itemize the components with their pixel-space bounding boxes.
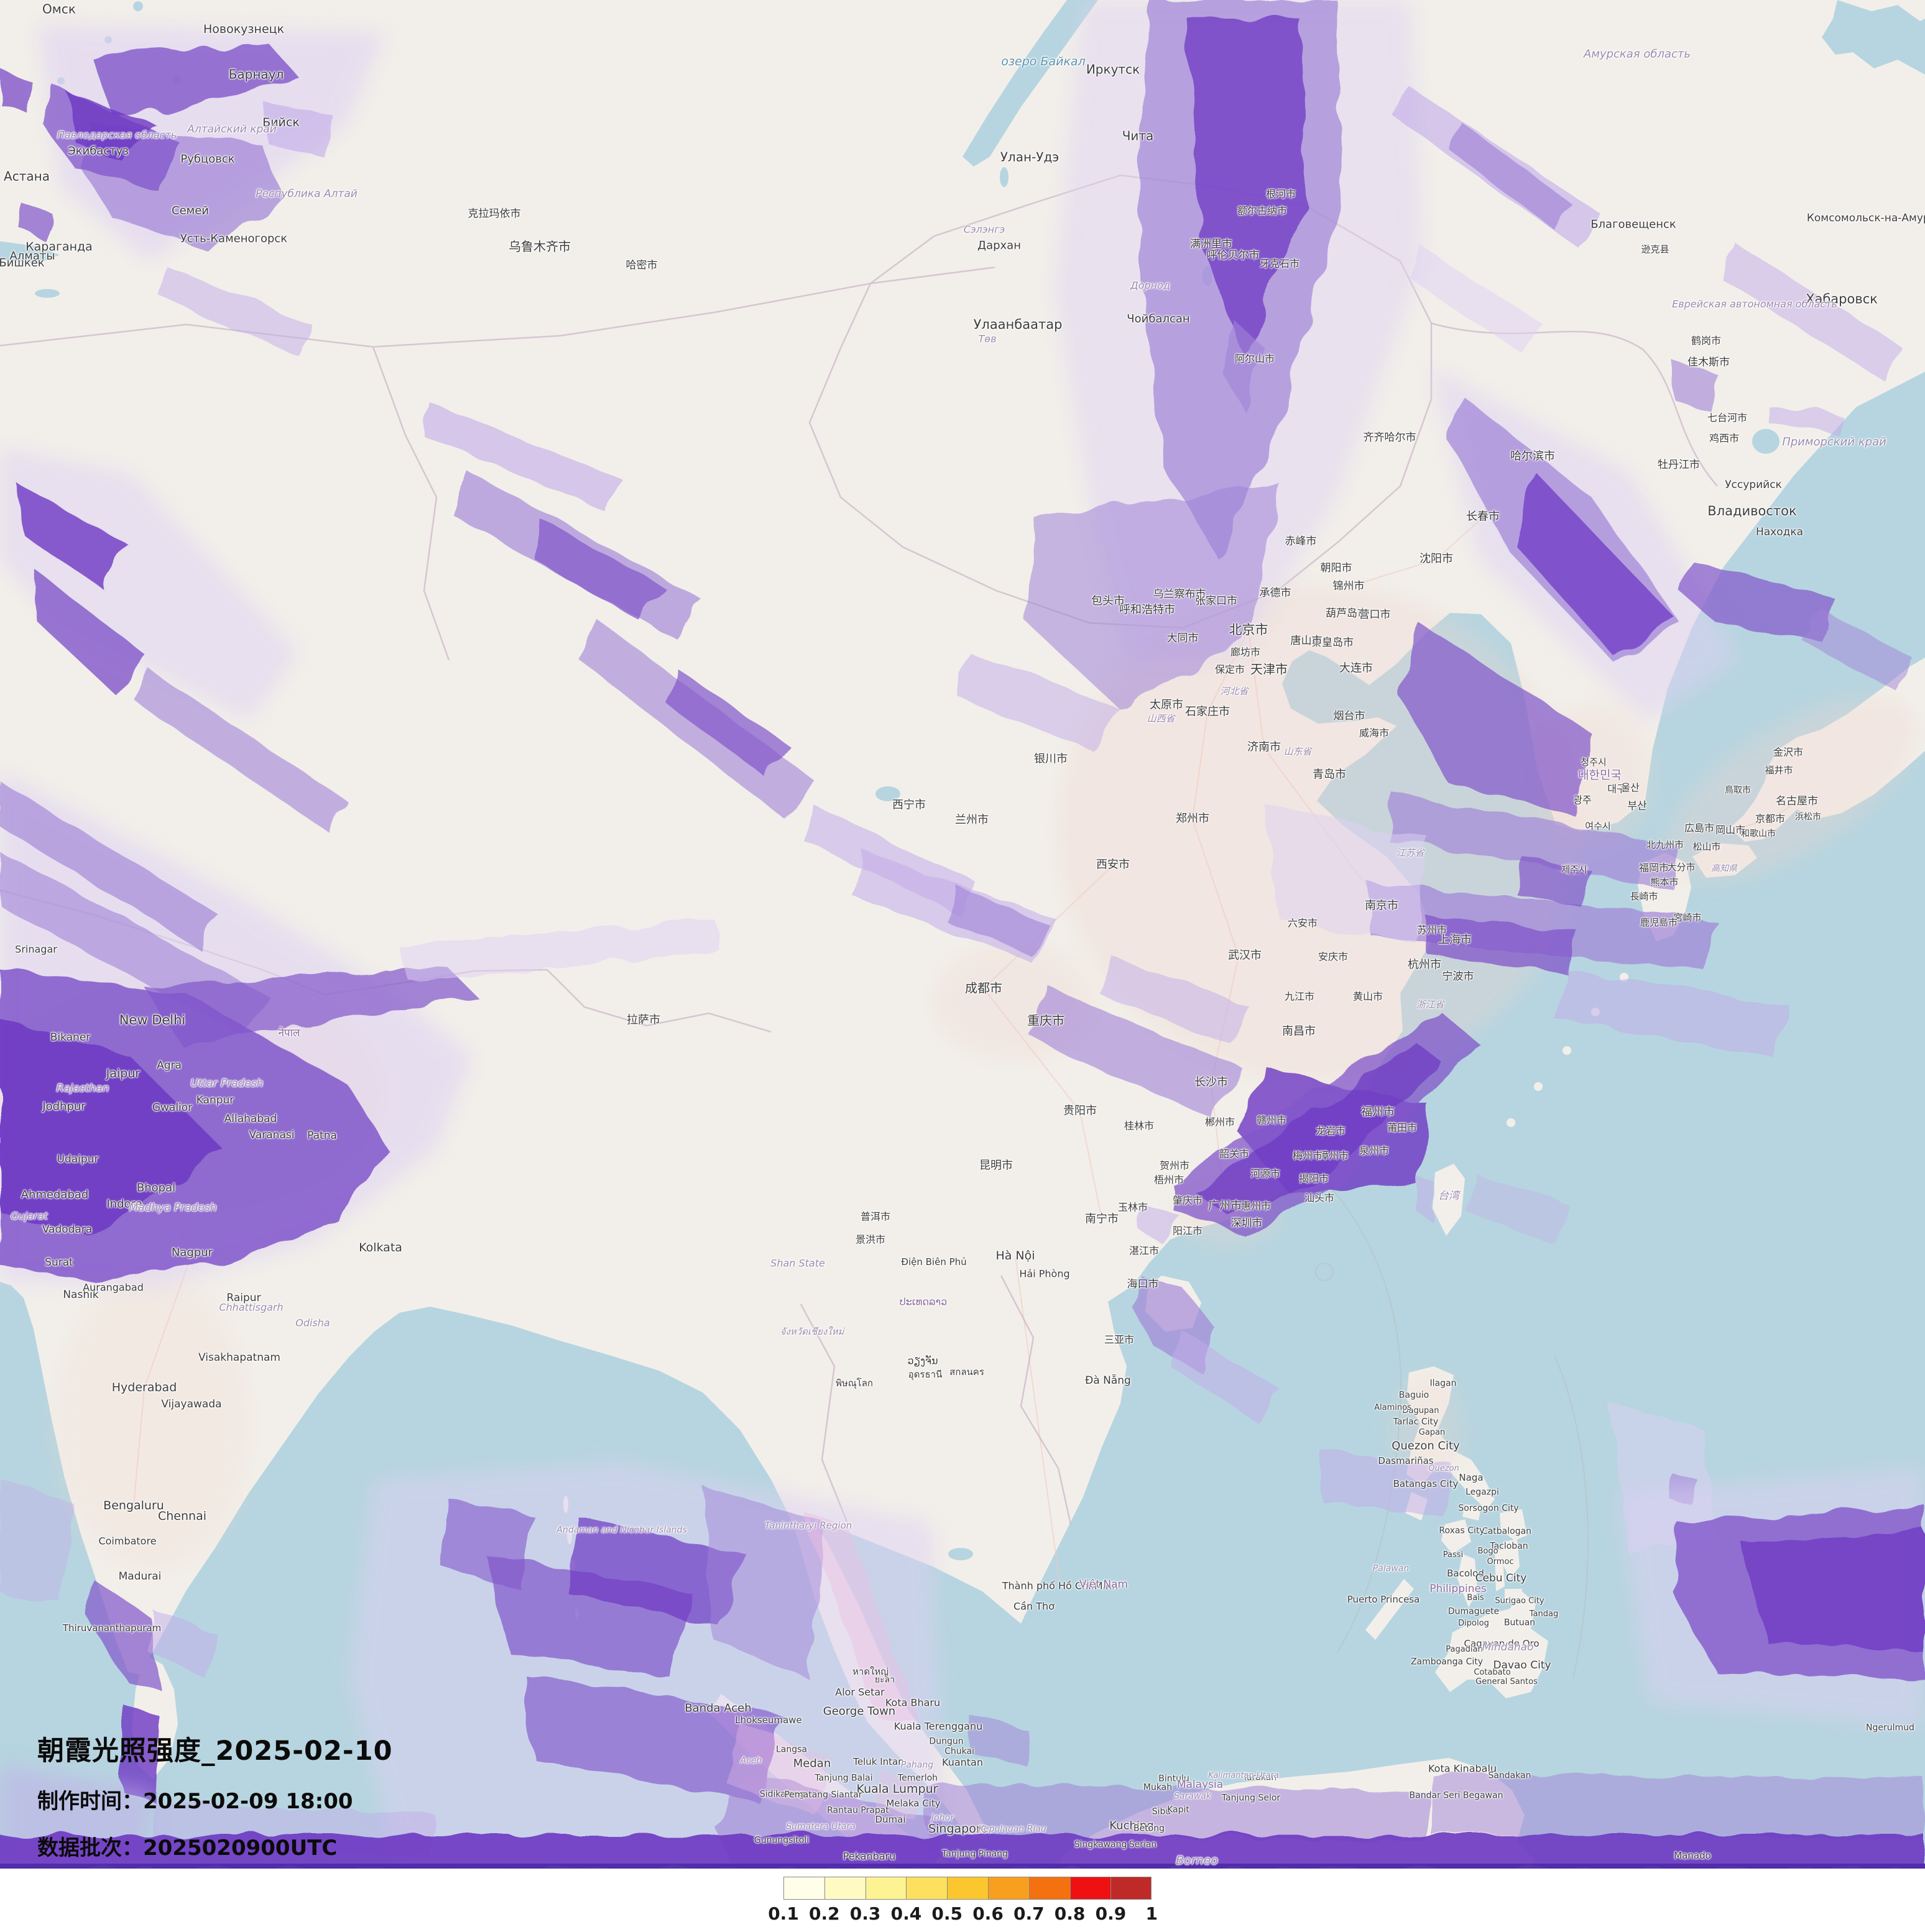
lake-baikal <box>962 0 1098 167</box>
legend-label: 0.4 <box>890 1903 922 1924</box>
island-palawan <box>1365 1579 1414 1640</box>
legend-swatch <box>947 1877 988 1900</box>
production-time-value: 2025-02-09 18:00 <box>143 1789 353 1814</box>
qinghai-lake <box>875 786 900 801</box>
map-title: 朝霞光照强度_2025-02-10 <box>37 1736 393 1767</box>
intensity-overlay <box>0 0 1925 1869</box>
bottom-intensity-band <box>0 1835 1925 1869</box>
island-taiwan <box>1433 1164 1465 1236</box>
weather-map: Омск Новокузнецк Барнаул Бийск Рубцовск Семей… <box>0 0 1925 1869</box>
tonle-sap <box>948 1548 973 1560</box>
production-time-label: 制作时间： <box>37 1789 143 1814</box>
lake-khanka <box>1752 429 1780 454</box>
legend-label: 0.3 <box>849 1903 881 1924</box>
legend-label: 0.5 <box>931 1903 962 1924</box>
zeya-reservoir <box>1822 0 1925 75</box>
map-canvas <box>0 0 1925 1869</box>
issyk-kul <box>35 289 60 298</box>
legend-swatch <box>1028 1877 1070 1900</box>
data-batch-value: 2025020900UTC <box>143 1836 338 1861</box>
legend-label: 1 <box>1145 1903 1158 1924</box>
lake-balkhash <box>0 241 60 264</box>
production-time: 制作时间：2025-02-09 18:00 <box>37 1784 393 1815</box>
legend-label: 0.8 <box>1054 1903 1086 1924</box>
legend-label: 0.9 <box>1095 1903 1127 1924</box>
legend-swatch <box>988 1877 1029 1900</box>
bottom-band-edge <box>0 1864 1925 1869</box>
eez-lines <box>1310 1167 1589 1679</box>
legend-swatch <box>783 1877 824 1900</box>
data-batch-label: 数据批次： <box>37 1836 143 1861</box>
island-mindanao <box>1435 1591 1548 1698</box>
legend-strip: 0.1 0.2 0.3 0.4 0.5 0.6 0.7 0.8 0.9 1 <box>0 1869 1925 1932</box>
legend-swatch <box>906 1877 948 1900</box>
legend-swatch <box>824 1877 866 1900</box>
legend-swatch <box>865 1877 907 1900</box>
legend-swatch <box>1110 1877 1152 1900</box>
lakes <box>0 0 1925 1560</box>
legend-swatch <box>1069 1877 1111 1900</box>
data-batch: 数据批次：2025020900UTC <box>37 1831 393 1861</box>
legend-label: 0.1 <box>768 1903 799 1924</box>
legend-label: 0.2 <box>808 1903 840 1924</box>
legend-label: 0.7 <box>1013 1903 1045 1924</box>
title-block: 朝霞光照强度_2025-02-10 制作时间：2025-02-09 18:00 … <box>37 1729 393 1861</box>
legend-label: 0.6 <box>972 1903 1004 1924</box>
